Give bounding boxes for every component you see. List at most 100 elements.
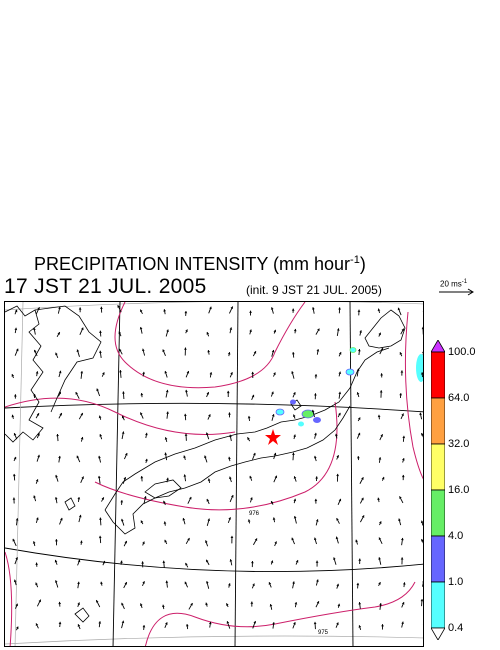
wind-arrow — [54, 497, 58, 504]
wind-arrow — [119, 370, 122, 378]
wind-arrow — [292, 391, 296, 398]
wind-arrow — [401, 474, 405, 481]
wind-arrow — [204, 540, 209, 547]
wind-arrow — [209, 372, 213, 378]
wind-arrow — [80, 476, 84, 483]
wind-arrow — [208, 306, 212, 314]
wind-arrow — [120, 500, 124, 505]
wind-arrow — [337, 412, 341, 418]
wind-arrow — [184, 310, 188, 316]
wind-arrow — [272, 517, 276, 523]
wind-arrow — [247, 437, 251, 442]
wind-arrow — [164, 539, 168, 545]
figure-title: PRECIPITATION INTENSITY (mm hour-1) — [34, 254, 366, 275]
wind-arrow — [333, 557, 337, 565]
title-exponent: -1 — [350, 254, 360, 266]
valid-time: 17 JST 21 JUL. 2005 — [4, 275, 207, 298]
wind-arrow — [12, 473, 16, 481]
wind-arrow — [315, 560, 319, 567]
wind-arrow — [401, 621, 404, 628]
wind-arrow — [124, 452, 128, 460]
wind-arrow — [164, 437, 168, 443]
wind-arrow — [58, 455, 61, 463]
wind-arrow — [356, 392, 360, 398]
wind-arrow — [55, 352, 59, 359]
wind-arrow — [357, 456, 360, 461]
wind-arrow — [336, 328, 340, 337]
colorbar-tick-4: 4.0 — [448, 530, 464, 542]
wind-arrow — [185, 389, 188, 397]
wind-arrow — [101, 372, 105, 377]
wind-arrow — [247, 519, 251, 524]
wind-arrow — [102, 560, 106, 566]
colorbar-tick-16: 16.0 — [448, 484, 470, 496]
wind-arrow — [78, 514, 82, 523]
wind-arrow — [165, 329, 169, 337]
wind-arrow — [400, 370, 404, 376]
wind-arrow — [188, 602, 193, 610]
wind-arrow — [14, 348, 19, 356]
wind-arrow — [313, 537, 317, 545]
wind-arrow — [55, 474, 59, 482]
wind-arrow — [35, 623, 39, 629]
reference-vector-label: 20 ms-1 — [440, 279, 467, 289]
wind-arrow — [206, 498, 210, 505]
colorbar-segments — [431, 351, 445, 629]
wind-arrow — [139, 603, 143, 609]
wind-arrow — [227, 352, 231, 357]
wind-arrow — [401, 601, 405, 608]
wind-arrow — [99, 433, 103, 440]
wind-arrow — [206, 331, 210, 337]
wind-arrow — [96, 388, 101, 397]
wind-arrow — [166, 411, 169, 419]
wind-arrow — [378, 521, 382, 526]
wind-arrow — [379, 434, 383, 441]
wind-arrow — [121, 518, 125, 526]
wind-arrow — [251, 394, 255, 400]
wind-arrow — [379, 347, 384, 355]
wind-arrow — [268, 581, 272, 588]
colorbar-tick-04: 0.4 — [448, 622, 464, 634]
wind-arrow — [11, 414, 15, 419]
wind-arrow — [35, 412, 40, 419]
wind-arrow — [420, 520, 423, 526]
wind-arrow — [377, 308, 381, 314]
colorbar-segment — [431, 397, 445, 445]
wind-arrow — [166, 477, 169, 483]
wind-arrow — [273, 329, 277, 334]
colorbar-segment — [431, 581, 445, 629]
wind-arrow — [123, 540, 128, 547]
wind-arrow — [78, 307, 82, 313]
wind-arrow — [183, 474, 187, 482]
wind-arrow — [315, 600, 320, 608]
wind-arrow — [99, 330, 102, 337]
wind-arrow — [311, 307, 315, 314]
wind-arrow — [291, 537, 295, 545]
wind-arrow — [58, 370, 62, 378]
wind-arrow — [336, 517, 340, 524]
colorbar-tick-64: 64.0 — [448, 392, 470, 404]
wind-arrow — [270, 500, 274, 505]
wind-arrow — [422, 581, 423, 587]
wind-arrow — [251, 561, 254, 568]
wind-arrow — [295, 559, 299, 565]
wind-arrow — [359, 477, 364, 484]
wind-arrow — [293, 434, 296, 440]
wind-arrow — [98, 455, 102, 463]
wind-arrow — [13, 394, 17, 399]
wind-arrow — [315, 328, 320, 335]
wind-arrow — [399, 496, 404, 504]
colorbar-segment — [431, 351, 445, 399]
wind-arrow — [401, 457, 405, 463]
wind-arrow — [378, 457, 382, 463]
wind-arrow — [421, 432, 423, 438]
wind-arrow — [36, 454, 40, 462]
colorbar-tick-100: 100.0 — [448, 346, 476, 358]
wind-arrow — [95, 599, 101, 608]
wind-arrow — [13, 432, 18, 440]
wind-arrow — [164, 622, 168, 628]
wind-arrow — [78, 412, 84, 420]
wind-arrow — [228, 412, 231, 418]
wind-arrow — [13, 456, 17, 462]
wind-arrow — [143, 496, 147, 505]
